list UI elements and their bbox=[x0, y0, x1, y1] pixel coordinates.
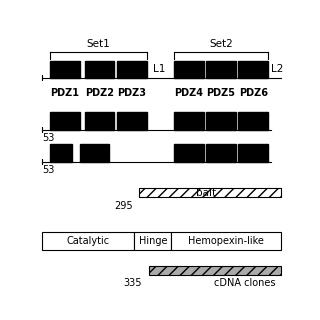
Bar bbox=[206, 144, 236, 162]
Text: Hemopexin-like: Hemopexin-like bbox=[188, 236, 264, 246]
Bar bbox=[206, 60, 236, 78]
Text: PDZ5: PDZ5 bbox=[206, 88, 236, 98]
Bar bbox=[206, 112, 236, 130]
Bar bbox=[50, 60, 80, 78]
Text: Hinge: Hinge bbox=[139, 236, 167, 246]
Text: L2: L2 bbox=[271, 64, 283, 74]
Text: 295: 295 bbox=[114, 201, 133, 211]
Text: cDNA clones: cDNA clones bbox=[214, 278, 276, 288]
Bar bbox=[134, 232, 172, 250]
Text: Set1: Set1 bbox=[86, 39, 110, 50]
Bar bbox=[172, 232, 281, 250]
Text: 53: 53 bbox=[43, 165, 55, 175]
Bar bbox=[238, 60, 268, 78]
Bar bbox=[84, 60, 115, 78]
Bar bbox=[174, 60, 204, 78]
Bar bbox=[50, 144, 72, 162]
Bar bbox=[84, 112, 115, 130]
Bar bbox=[50, 112, 80, 130]
Bar bbox=[117, 60, 147, 78]
Text: PDZ3: PDZ3 bbox=[117, 88, 146, 98]
Text: 53: 53 bbox=[43, 133, 55, 143]
Bar bbox=[117, 112, 147, 130]
Bar bbox=[139, 188, 281, 197]
Text: Catalytic: Catalytic bbox=[67, 236, 110, 246]
Bar bbox=[80, 144, 109, 162]
Bar bbox=[174, 144, 204, 162]
Text: PDZ1: PDZ1 bbox=[50, 88, 79, 98]
Text: PDZ4: PDZ4 bbox=[174, 88, 203, 98]
Bar bbox=[238, 144, 268, 162]
Bar bbox=[43, 232, 134, 250]
Bar bbox=[149, 266, 281, 275]
Text: 335: 335 bbox=[123, 278, 142, 288]
Text: Set2: Set2 bbox=[209, 39, 233, 50]
Text: PDZ2: PDZ2 bbox=[85, 88, 114, 98]
Bar bbox=[174, 112, 204, 130]
Bar bbox=[238, 112, 268, 130]
Text: L1: L1 bbox=[153, 64, 165, 74]
Text: bait: bait bbox=[196, 188, 216, 197]
Text: PDZ6: PDZ6 bbox=[239, 88, 268, 98]
